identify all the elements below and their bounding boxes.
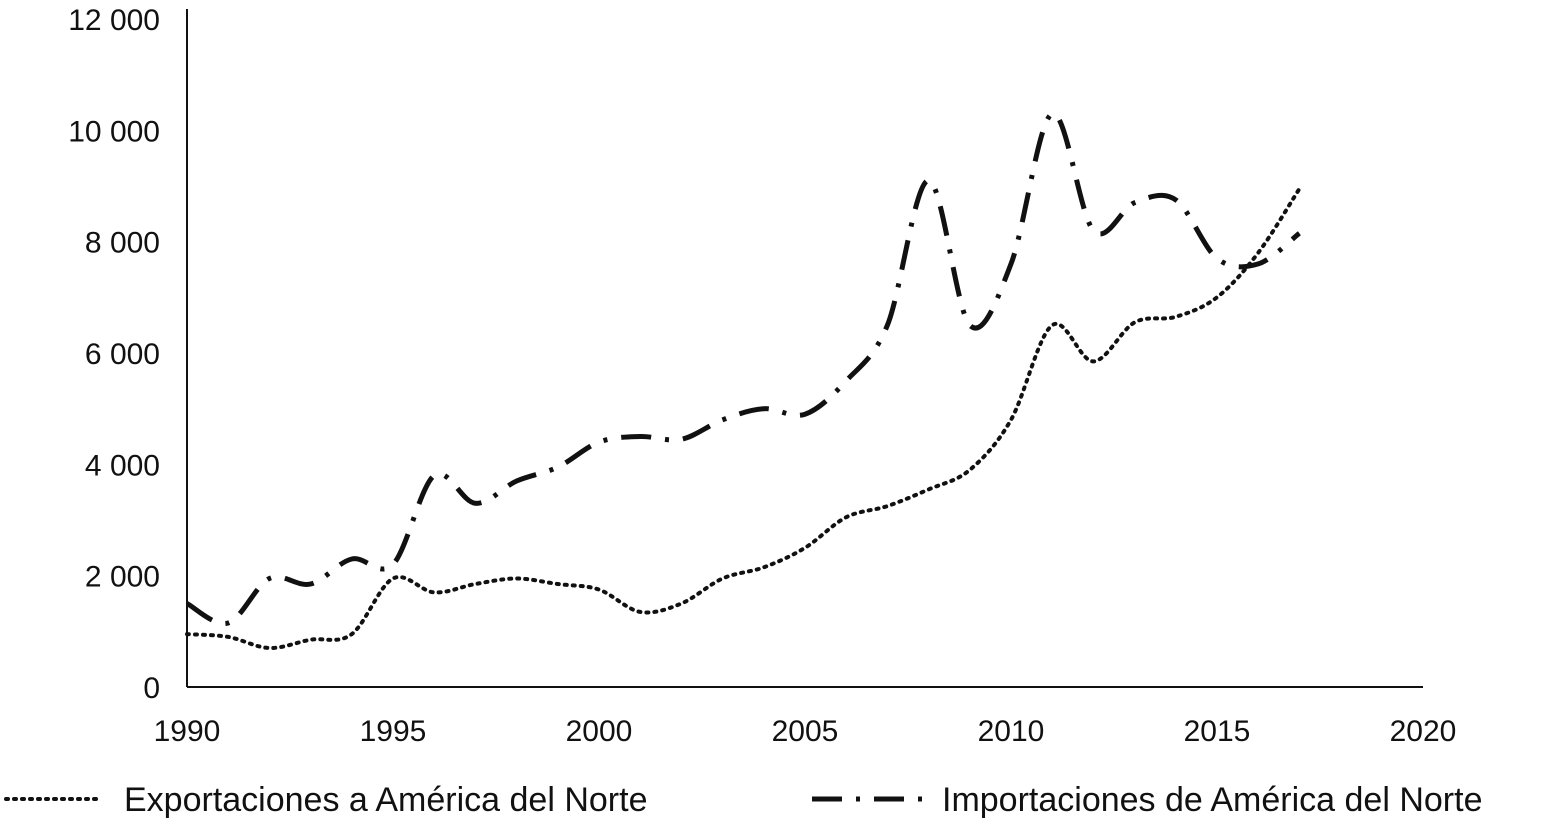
y-tick-label: 2 000 bbox=[85, 561, 160, 594]
legend-label-importaciones: Importaciones de América del Norte bbox=[942, 781, 1482, 819]
legend-label-exportaciones: Exportaciones a América del Norte bbox=[124, 781, 647, 819]
x-tick-label: 1995 bbox=[360, 715, 427, 748]
y-tick-labels: 0 2 000 4 000 6 000 8 000 10 000 12 000 bbox=[68, 4, 160, 705]
series-line-importaciones bbox=[185, 111, 1301, 626]
y-tick-label: 8 000 bbox=[85, 227, 160, 260]
y-tick-label: 10 000 bbox=[68, 115, 160, 148]
x-tick-label: 2020 bbox=[1390, 715, 1457, 748]
series-lines bbox=[185, 111, 1302, 651]
x-tick-label: 2010 bbox=[978, 715, 1045, 748]
y-tick-label: 12 000 bbox=[68, 4, 160, 37]
x-tick-label: 2000 bbox=[566, 715, 633, 748]
y-tick-label: 0 bbox=[143, 672, 160, 705]
x-tick-label: 1990 bbox=[154, 715, 221, 748]
y-tick-label: 4 000 bbox=[85, 449, 160, 482]
series-line-exportaciones bbox=[185, 186, 1302, 651]
y-tick-label: 6 000 bbox=[85, 338, 160, 371]
x-tick-label: 2005 bbox=[772, 715, 839, 748]
x-tick-labels: 1990 1995 2000 2005 2010 2015 2020 bbox=[154, 715, 1457, 748]
axes bbox=[186, 9, 1423, 688]
x-tick-label: 2015 bbox=[1184, 715, 1251, 748]
legend: Exportaciones a América del Norte Import… bbox=[4, 781, 1482, 819]
